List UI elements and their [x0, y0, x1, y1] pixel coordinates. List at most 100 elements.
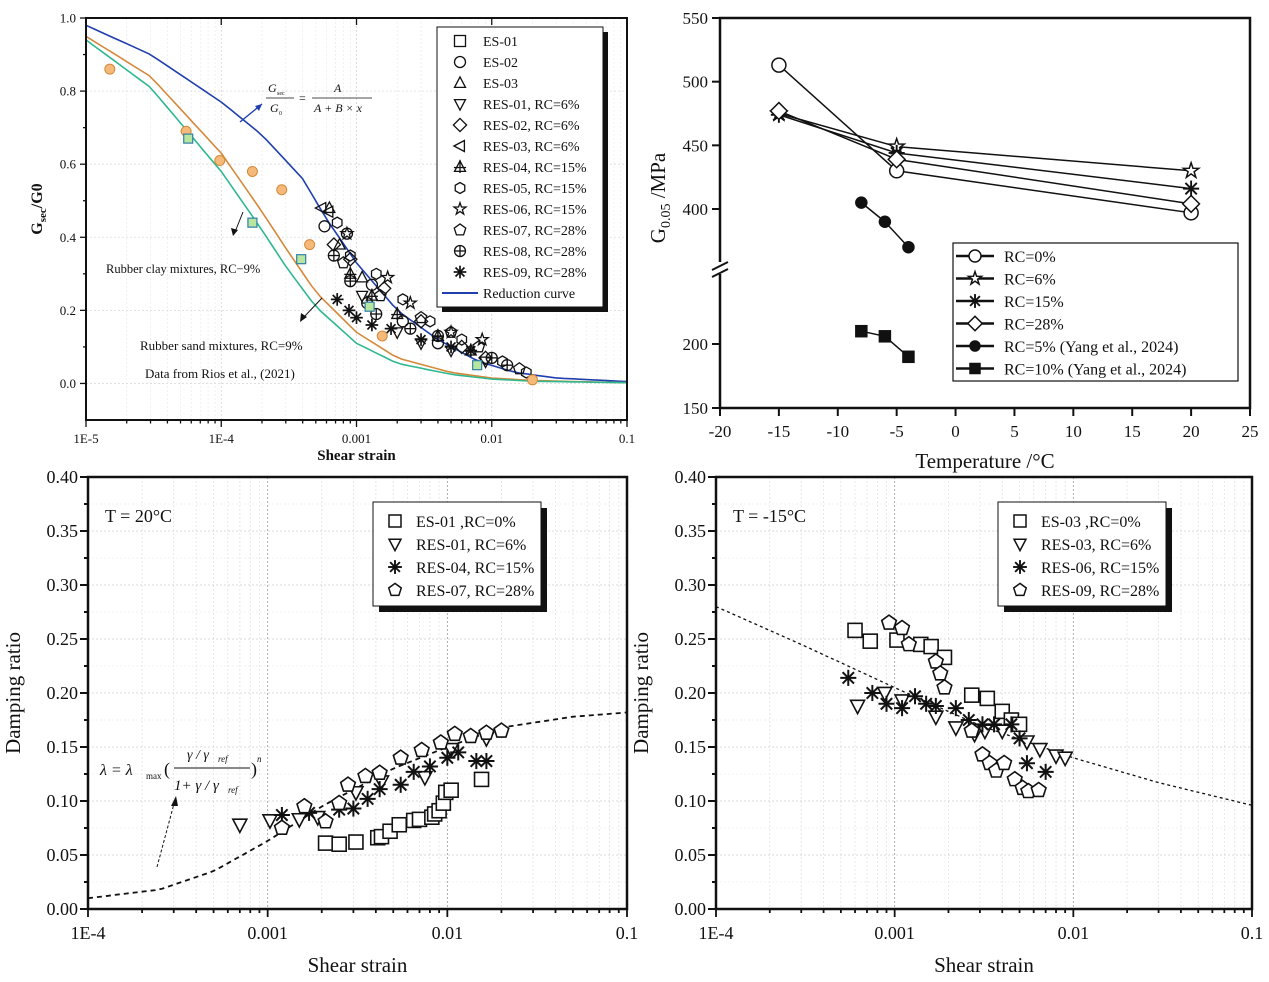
sand-arrow [302, 297, 323, 319]
y-axis-title-zero: 0 [29, 183, 46, 191]
data-point-asterisk-marker [343, 305, 355, 316]
data-point-pentagon-marker [336, 256, 350, 269]
series-3-marker [317, 812, 334, 829]
series-0-marker [771, 57, 787, 73]
data-point-diamond-marker [342, 251, 358, 267]
formula-denominator: A + B × x [313, 101, 363, 115]
data-point-diamond-marker [478, 350, 494, 366]
series-2-marker [346, 802, 360, 815]
data-point-hexagon-marker [456, 333, 468, 346]
series-0-marker [331, 836, 347, 853]
x-tick-label: 0.01 [480, 431, 503, 446]
series-3-marker [963, 722, 981, 738]
series-2-marker [407, 765, 421, 779]
x-tick-label: 1E-4 [209, 431, 235, 446]
y-axis-title-sub: sec [37, 208, 49, 222]
series-0-marker [963, 687, 980, 703]
legend-3-marker [1012, 582, 1028, 597]
rios-sand-point [296, 254, 307, 265]
series-0-marker [391, 816, 408, 833]
data-point-pentagon-marker [373, 288, 387, 302]
legend-label: ES-01 [483, 35, 518, 50]
y-tick-label: 0.25 [47, 629, 79, 649]
panel-d-damping-minus15c-chart: 1E-4 0.001 0.01 0.1 0.00 0.05 0.10 0.15 0.20 0.25… [629, 467, 1263, 977]
series-2-marker [865, 686, 879, 700]
x-tick-label: 0.001 [342, 431, 371, 446]
series-2-marker [962, 713, 976, 727]
series-1-marker [947, 721, 965, 737]
series-2-marker [1039, 765, 1053, 779]
rios-clay-point [304, 239, 316, 251]
y-tick-label: 0.05 [47, 845, 79, 865]
x-axis-title: Shear strain [317, 448, 396, 464]
formula-den-ref: ref [228, 785, 239, 795]
data-point-star-marker [474, 331, 491, 347]
series-2-marker [275, 808, 289, 822]
data-point-triangle-up-marker [333, 237, 347, 250]
y-axis-title: Gsec/G0 [29, 183, 49, 234]
series-0-marker [473, 771, 490, 788]
legend-1-marker [966, 269, 984, 286]
x-tick-label: 1E-5 [73, 431, 98, 446]
temperature-label: T = -15°C [733, 506, 806, 526]
damping-formula: λ = λ max (γ / γ ref 1+ γ / γ ref) n [99, 748, 262, 868]
y-tick-label: 0.15 [675, 737, 707, 757]
fit-curve [715, 606, 1253, 806]
legend-star-marker [452, 200, 468, 216]
y-title-g: G [646, 228, 670, 243]
rios-sand-point [247, 217, 258, 228]
legend-3-marker [966, 315, 984, 332]
legend-label: Reduction curve [483, 287, 575, 302]
data-point-asterisk-marker [415, 334, 427, 345]
formula-gsec: G [268, 81, 277, 95]
data-point-triangle-down-marker [355, 290, 369, 304]
x-tick-label: 0.001 [874, 923, 915, 943]
annotation-source: Data from Rios et al., (2021) [145, 366, 295, 381]
y-tick-label: 0.10 [47, 791, 79, 811]
series-5-marker [902, 350, 915, 364]
series-2-marker [440, 751, 454, 765]
legend-5-marker [969, 362, 981, 375]
series-3-marker [446, 725, 464, 742]
legend-label: RES-06, RC=15% [483, 203, 587, 218]
series-4-marker [902, 240, 915, 254]
series-3-marker [769, 101, 789, 121]
legend-diamond-marker [452, 117, 468, 133]
legend-label: RES-04, RC=15% [483, 161, 587, 176]
data-point-triangle-left-marker [320, 205, 334, 219]
legend-1-marker [387, 538, 403, 553]
panel-c-damping-20c-chart: 1E-4 0.001 0.01 0.1 0.00 0.05 0.10 0.15 0.20 0.25… [1, 467, 638, 977]
x-tick-label: 10 [1065, 422, 1082, 441]
formula-arrowhead [171, 796, 178, 806]
legend-label: RC=15% [1004, 294, 1064, 311]
x-tick-label: 25 [1242, 422, 1259, 441]
y-tick-label: 0.4 [60, 230, 77, 245]
legend-asterisk-marker [454, 266, 466, 278]
series-2-marker [480, 754, 493, 768]
y-tick-label: 0.35 [675, 521, 707, 541]
legend-label: RES-09, RC=28% [483, 266, 587, 281]
panel-b-modulus-temperature-chart: -20 -15 -10 -5 0 5 10 15 20 25 150 200 400 450 500 550 T… [646, 9, 1259, 473]
data-point-star-marker [379, 269, 396, 285]
data-point-asterisk-marker [465, 345, 476, 356]
y-tick-label: 0.30 [675, 575, 707, 595]
legend-label: RES-08, RC=28% [483, 245, 587, 260]
legend-square-marker [453, 34, 467, 48]
legend-label: RES-04, RC=15% [416, 560, 534, 577]
data-point-asterisk-marker [332, 294, 343, 305]
rios-sand-point [472, 360, 483, 371]
data-point-circle-marker [396, 315, 409, 328]
fit-curve [87, 711, 628, 900]
series-1-marker [261, 814, 279, 830]
y-tick-label: 0.20 [675, 683, 707, 703]
legend-label: RES-09, RC=28% [1041, 583, 1159, 600]
series-2-marker [987, 717, 1001, 731]
series-2-marker [1184, 182, 1198, 195]
series-3-marker [893, 619, 911, 636]
rios-clay-point [214, 155, 226, 167]
data-point-triangle-down-marker [478, 356, 493, 369]
formula-arrow [156, 799, 176, 868]
formula-num-ref: ref [218, 754, 229, 764]
series-5-marker [855, 324, 868, 338]
series-3-marker [927, 652, 945, 669]
